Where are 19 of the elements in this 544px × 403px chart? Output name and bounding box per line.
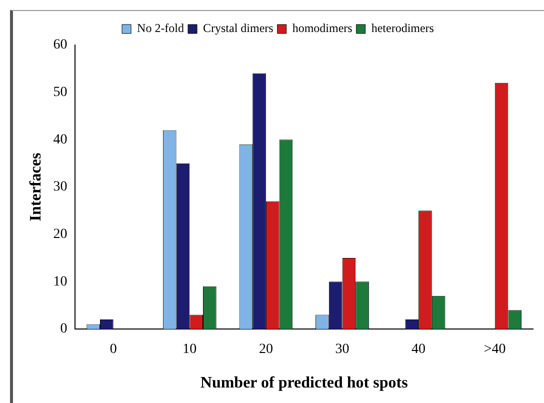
x-tick-label: >40	[484, 342, 506, 358]
y-tick-label: 30	[53, 180, 68, 195]
x-axis-title: Number of predicted hot spots	[200, 374, 408, 392]
y-tick-label: 0	[60, 322, 68, 337]
y-tick-label: 10	[53, 274, 68, 290]
y-tick-label: 20	[53, 227, 68, 242]
legend-label: homodimers	[292, 21, 353, 36]
legend-label: Crystal dimers	[203, 21, 274, 36]
x-tick-label: 0	[110, 342, 117, 358]
x-tick-label: 20	[258, 342, 273, 358]
y-axis-title: Interfaces	[28, 152, 45, 222]
legend-label: No 2-fold	[137, 21, 184, 36]
x-tick-label: 40	[412, 342, 426, 358]
y-tick-label: 50	[53, 85, 68, 100]
y-tick-label: 60	[53, 38, 68, 53]
legend-label: heterodimers	[371, 21, 434, 36]
x-tick-label: 30	[335, 342, 350, 358]
y-tick-label: 40	[53, 132, 68, 148]
x-tick-label: 10	[182, 342, 197, 358]
